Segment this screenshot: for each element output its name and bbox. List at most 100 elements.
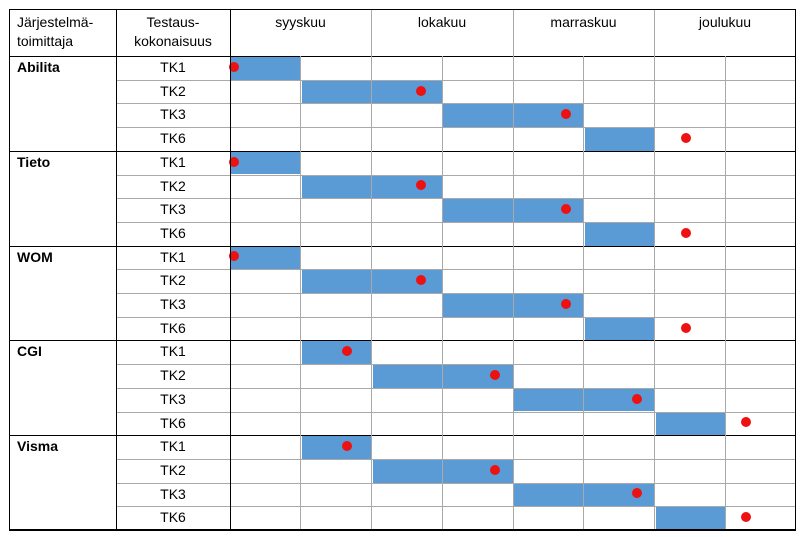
gantt-bar — [514, 483, 655, 507]
package-label: TK3 — [160, 296, 186, 312]
deadline-marker — [416, 85, 427, 96]
supplier-name: Visma — [17, 438, 58, 455]
gantt-bar — [655, 507, 726, 530]
gantt-bar — [301, 175, 443, 199]
package-label: TK2 — [160, 272, 186, 289]
row-divider — [116, 103, 796, 105]
header-package: Testaus- kokonaisuus — [116, 9, 230, 56]
gantt-bar — [301, 80, 443, 104]
deadline-marker — [741, 417, 752, 428]
deadline-marker — [681, 322, 692, 333]
column-divider — [371, 9, 372, 530]
package-label: TK6 — [160, 414, 186, 431]
package-label: TK2 — [160, 367, 186, 384]
package-label: TK6 — [160, 224, 186, 241]
column-divider — [442, 56, 443, 530]
gantt-bar — [231, 57, 301, 80]
column-divider — [230, 9, 231, 530]
deadline-marker — [228, 156, 239, 167]
package-label: TK1 — [160, 248, 186, 265]
package-label: TK3 — [160, 485, 186, 502]
gantt-bar — [301, 436, 372, 459]
header-supplier-line1: Järjestelmä- — [17, 14, 94, 30]
row-divider — [116, 458, 796, 460]
package-label: TK2 — [160, 461, 186, 478]
row-divider — [116, 79, 796, 81]
column-divider — [725, 56, 726, 530]
gantt-bar — [584, 128, 655, 151]
deadline-marker — [681, 227, 692, 238]
deadline-marker — [561, 109, 572, 120]
package-label: TK6 — [160, 130, 186, 147]
deadline-marker — [228, 251, 239, 262]
package-label: TK2 — [160, 177, 186, 194]
group-divider — [9, 150, 796, 152]
column-divider — [300, 56, 301, 530]
column-divider — [654, 9, 655, 530]
package-label: TK3 — [160, 390, 186, 407]
package-label: TK3 — [160, 201, 186, 218]
package-label: TK6 — [160, 509, 186, 526]
deadline-marker — [741, 512, 752, 523]
row-divider — [116, 482, 796, 484]
deadline-marker — [490, 369, 501, 380]
package-label: TK1 — [160, 438, 186, 455]
gantt-bar — [231, 151, 301, 175]
gantt-bar — [301, 341, 372, 365]
header-month-december: joulukuu — [698, 14, 752, 30]
supplier-name: CGI — [17, 343, 42, 360]
header-month-november: marraskuu — [550, 14, 617, 30]
deadline-marker — [490, 464, 501, 475]
column-divider — [116, 9, 117, 530]
group-divider — [9, 245, 796, 247]
gantt-bar — [584, 222, 655, 246]
gantt-bar — [301, 270, 443, 293]
group-divider — [9, 435, 796, 437]
supplier-name: Abilita — [17, 59, 60, 75]
supplier-name: WOM — [17, 248, 53, 265]
gantt-table: Järjestelmä- toimittaja Testaus- kokonai… — [9, 9, 796, 531]
row-divider — [116, 293, 796, 294]
header-supplier-line2: toimittaja — [17, 33, 74, 49]
package-label: TK1 — [160, 153, 186, 170]
column-divider — [583, 56, 584, 530]
header-package-line2: kokonaisuus — [134, 33, 212, 49]
row-divider — [116, 174, 796, 176]
gantt-bar — [514, 388, 655, 412]
package-label: TK2 — [160, 82, 186, 99]
gantt-bar — [231, 246, 301, 270]
deadline-marker — [341, 346, 352, 357]
row-divider — [116, 387, 796, 389]
gantt-bar — [584, 317, 655, 341]
deadline-marker — [341, 441, 352, 452]
row-divider — [116, 316, 796, 318]
group-divider — [9, 56, 796, 57]
table-border — [9, 9, 796, 530]
package-label: TK1 — [160, 59, 186, 75]
deadline-marker — [631, 393, 642, 404]
package-label: TK3 — [160, 106, 186, 123]
deadline-marker — [228, 61, 239, 72]
row-divider — [116, 411, 796, 413]
header-package-line1: Testaus- — [146, 14, 200, 30]
row-divider — [116, 506, 796, 508]
deadline-marker — [631, 488, 642, 499]
header-month-october: lokakuu — [417, 14, 467, 30]
row-divider — [116, 269, 796, 271]
header-supplier: Järjestelmä- toimittaja — [9, 9, 116, 56]
deadline-marker — [681, 132, 692, 143]
deadline-marker — [416, 275, 427, 286]
gantt-bar — [655, 412, 726, 436]
row-divider — [116, 198, 796, 200]
supplier-name: Tieto — [17, 153, 51, 170]
column-divider — [513, 9, 514, 530]
package-label: TK6 — [160, 319, 186, 336]
deadline-marker — [561, 298, 572, 309]
package-label: TK1 — [160, 343, 186, 360]
row-divider — [116, 127, 796, 129]
deadline-marker — [416, 180, 427, 191]
header-month-september: syyskuu — [275, 14, 326, 30]
group-divider — [9, 340, 796, 342]
deadline-marker — [561, 204, 572, 215]
group-divider — [9, 530, 796, 531]
